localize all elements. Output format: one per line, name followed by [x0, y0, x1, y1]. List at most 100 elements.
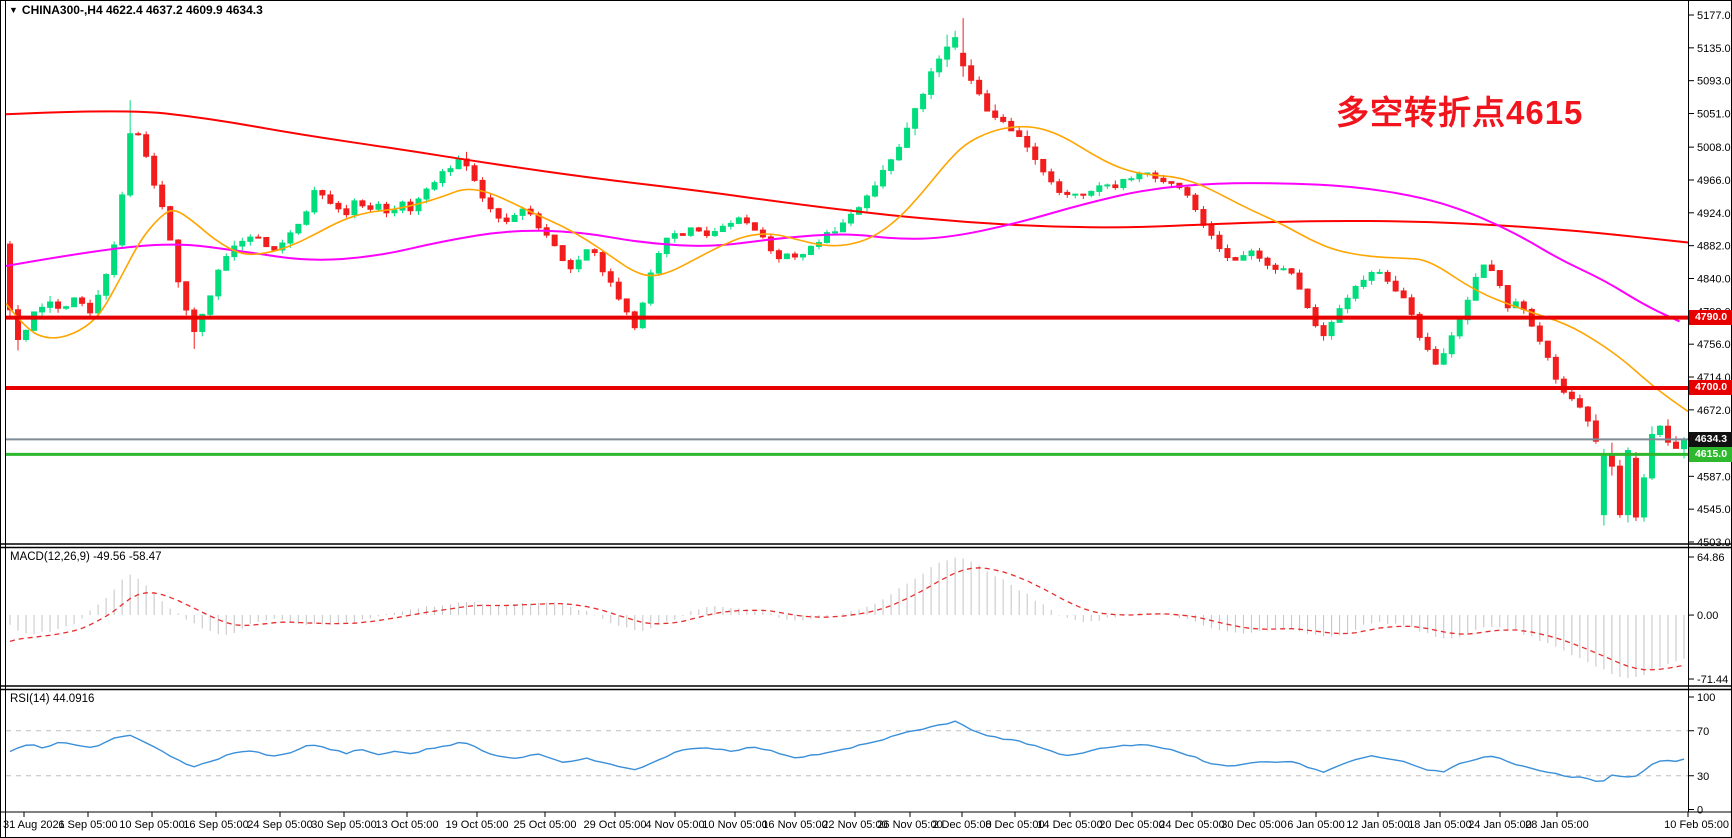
candle	[431, 182, 438, 190]
candle	[343, 208, 350, 216]
candle	[135, 133, 142, 136]
candle	[1064, 191, 1071, 195]
candle	[944, 46, 951, 60]
rsi-tick-label: 100	[1697, 692, 1715, 704]
time-label: 30 Sep 05:00	[311, 819, 376, 831]
candle	[631, 311, 638, 329]
candle	[1088, 190, 1095, 196]
candle	[896, 146, 903, 161]
candle	[751, 222, 758, 231]
candle	[335, 202, 342, 210]
symbol-header[interactable]: ▼ CHINA300-,H4 4622.4 4637.2 4609.9 4634.…	[9, 3, 263, 17]
candle	[1248, 250, 1255, 257]
price-badge-4700: 4700.0	[1689, 380, 1732, 396]
time-label: 25 Oct 05:00	[514, 819, 577, 831]
macd-signal-line	[9, 567, 1685, 671]
time-label: 26 Nov 05:00	[877, 819, 942, 831]
time-label: 14 Dec 05:00	[1037, 819, 1102, 831]
candle	[575, 259, 582, 270]
candle	[1200, 209, 1207, 226]
candle	[1328, 321, 1335, 337]
candle	[167, 206, 174, 241]
price-badge-4615: 4615.0	[1689, 446, 1732, 462]
dropdown-icon[interactable]: ▼	[9, 5, 18, 15]
candle	[639, 302, 646, 329]
rsi-tick-label: 0	[1697, 805, 1703, 817]
price-tick-label: 4756.0	[1697, 339, 1731, 351]
candle	[1304, 288, 1311, 309]
candle	[1408, 297, 1415, 315]
candle	[1560, 378, 1567, 393]
candle	[447, 168, 454, 173]
time-label: 30 Dec 05:00	[1221, 819, 1286, 831]
candle	[199, 313, 206, 332]
candle	[976, 79, 983, 95]
annotation-text: 多空转折点4615	[1336, 94, 1584, 131]
candle	[904, 127, 911, 148]
symbol-ohlc-text: CHINA300-,H4 4622.4 4637.2 4609.9 4634.3	[21, 3, 263, 17]
candle	[551, 234, 558, 247]
time-label: 29 Oct 05:00	[584, 819, 647, 831]
time-label: 2 Dec 05:00	[932, 819, 991, 831]
candle	[1184, 187, 1191, 196]
candle	[823, 232, 830, 244]
candle	[1360, 279, 1367, 287]
candle	[39, 306, 46, 313]
time-label: 18 Jan 05:00	[1408, 819, 1472, 831]
candle	[1616, 465, 1623, 516]
candle	[1464, 299, 1471, 321]
price-tick-label: 4545.0	[1697, 504, 1731, 516]
candle	[1392, 280, 1399, 292]
candle	[807, 245, 814, 256]
candle	[1680, 438, 1687, 450]
candle	[1576, 398, 1583, 408]
candle	[591, 249, 598, 254]
candle	[119, 194, 126, 246]
candle	[1216, 234, 1223, 250]
candle	[799, 254, 806, 258]
candle	[375, 203, 382, 210]
candle	[920, 93, 927, 110]
candle	[1632, 457, 1639, 518]
candle	[1280, 268, 1287, 271]
candle	[880, 169, 887, 187]
candle	[1000, 116, 1007, 122]
candle	[583, 249, 590, 261]
candle	[1208, 224, 1215, 236]
candle	[1160, 177, 1167, 183]
candle	[775, 250, 782, 260]
macd-tick-label: 0.00	[1697, 610, 1718, 622]
time-label: 20 Dec 05:00	[1099, 819, 1164, 831]
candle	[1480, 264, 1487, 278]
candle	[215, 269, 222, 297]
candle	[663, 237, 670, 255]
candle	[1056, 181, 1063, 193]
candle	[1256, 250, 1263, 259]
candle	[1136, 173, 1143, 180]
candle	[15, 309, 22, 340]
candle	[191, 309, 198, 332]
candle	[1512, 301, 1519, 309]
time-label: 22 Nov 05:00	[822, 819, 887, 831]
price-tick-label: 4840.0	[1697, 274, 1731, 286]
candle	[495, 208, 502, 219]
candle	[1368, 272, 1375, 281]
candle	[1568, 391, 1575, 400]
candle	[1656, 425, 1663, 436]
candle	[1104, 184, 1111, 187]
candle	[679, 233, 686, 236]
candle	[984, 93, 991, 112]
candle	[968, 65, 975, 81]
moving-average	[5, 125, 1689, 413]
candle	[992, 110, 999, 118]
price-tick-label: 4924.0	[1697, 208, 1731, 220]
candle	[327, 194, 334, 204]
candle	[79, 297, 86, 304]
price-tick-label: 5177.0	[1697, 10, 1731, 22]
candle	[535, 213, 542, 229]
candle	[487, 197, 494, 210]
candle	[559, 245, 566, 262]
candle	[1016, 130, 1023, 137]
candle	[127, 133, 134, 196]
